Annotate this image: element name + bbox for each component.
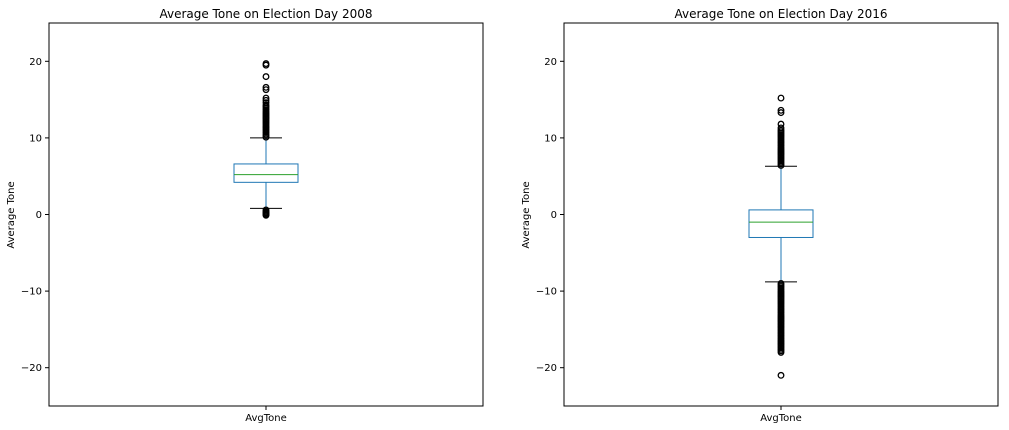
plot-area: −20 −10 0 10 20	[536, 22, 999, 410]
y-tick-label: −20	[536, 363, 557, 374]
y-tick-label: 0	[551, 210, 557, 221]
outlier-point	[262, 96, 270, 104]
y-tick-label: 10	[29, 133, 42, 144]
box-iqr	[233, 163, 299, 183]
chart-2008: Average Tone on Election Day 2008 Averag…	[6, 7, 484, 424]
outlier-point	[777, 94, 785, 102]
outlier-point	[777, 371, 785, 379]
outlier-point	[262, 86, 270, 94]
outlier-point	[262, 73, 270, 81]
outlier-point	[777, 348, 785, 356]
outlier-point	[262, 83, 270, 91]
box-iqr	[748, 209, 814, 238]
x-tick-label: AvgTone	[760, 413, 802, 424]
y-tick-label: −20	[21, 363, 42, 374]
chart-2016: Average Tone on Election Day 2016 Averag…	[521, 7, 999, 424]
chart-title: Average Tone on Election Day 2016	[674, 7, 887, 21]
y-tick-label: −10	[21, 287, 42, 298]
plot-area: −20 −10 0 10 20	[21, 22, 484, 410]
outlier-point	[262, 206, 270, 214]
outlier-point	[777, 124, 785, 132]
y-tick-label: 0	[36, 210, 42, 221]
y-tick-label: −10	[536, 287, 557, 298]
outlier-point	[262, 101, 270, 109]
y-tick-label: 10	[544, 133, 557, 144]
outlier-point	[777, 120, 785, 128]
y-axis-label: Average Tone	[521, 181, 532, 248]
chart-title: Average Tone on Election Day 2008	[159, 7, 372, 21]
outlier-point	[262, 94, 270, 102]
y-axis-label: Average Tone	[6, 181, 17, 248]
outlier-point	[777, 109, 785, 117]
y-tick-label: 20	[29, 57, 42, 68]
outlier-point	[777, 106, 785, 114]
outlier-point	[262, 99, 270, 107]
x-tick-label: AvgTone	[245, 413, 287, 424]
y-tick-label: 20	[544, 57, 557, 68]
outlier-point	[262, 60, 270, 68]
